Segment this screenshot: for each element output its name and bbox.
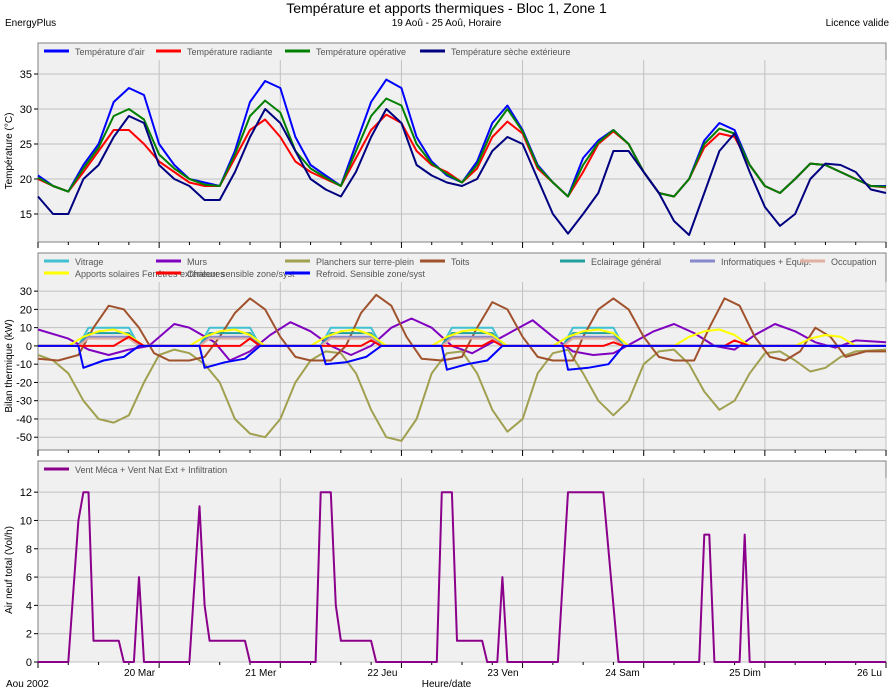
panel-3-ytick-label: 4 [26,600,32,612]
series-line-3-1 [38,491,886,663]
panel-2-ytick-label: 20 [20,304,32,316]
panel-1-frame [37,42,887,243]
panel-2-ytick-label: 0 [26,341,32,353]
legend-label-1-1: Température d'air [75,47,145,57]
panel-3-ytick-label: 6 [26,572,32,584]
chart-title: Température et apports thermiques - Bloc… [286,0,607,16]
x-tick-label-1: 20 Mar [124,668,156,679]
panel-3-ytick-label: 0 [26,657,32,669]
legend-label-1-3: Température opérative [316,47,406,57]
series-line-2-2 [37,317,887,362]
panel-3-ytick-label: 8 [26,544,32,556]
series-line-1-3 [37,97,887,198]
legend-label-1-4: Température sèche extérieure [451,47,571,57]
panel-2-ytick-label: -40 [16,414,32,426]
panel-3-frame [37,460,887,663]
series-line-1-4 [37,108,887,236]
x-tick-label-3: 22 Jeu [367,668,397,679]
panel-2-ylabel: Bilan thermique (kW) [4,319,15,412]
date-year-label: Aou 2002 [6,679,49,690]
x-tick-label-2: 21 Mer [245,668,277,679]
panel-2-ytick-label: 30 [20,286,32,298]
panel-1-ytick-label: 15 [20,209,32,221]
legend-label-2-1: Vitrage [75,257,103,267]
x-axis-label: Heure/date [421,679,472,690]
x-tick-label-6: 25 Dim [729,668,761,679]
panel-2-ytick-label: -50 [16,432,32,444]
series-line-2-3 [37,348,887,442]
app-name: EnergyPlus [5,18,57,29]
panel-1-ytick-label: 30 [20,104,32,116]
legend-label-2-8: Apports solaires Fenêtres extérieures [75,269,225,279]
x-tick-label-4: 23 Ven [487,668,518,679]
legend-label-2-2: Murs [187,257,207,267]
panel-1-ytick-label: 35 [20,69,32,81]
legend-label-2-3: Planchers sur terre-plein [316,257,414,267]
panel-3-ytick-label: 2 [26,629,32,641]
panel-2-ytick-label: 10 [20,323,32,335]
x-tick-label-7: 26 Lu [857,668,882,679]
panel-2-ytick-label: -10 [16,359,32,371]
panel-1-ylabel: Température (°C) [4,113,15,190]
legend-label-2-9: Chaleur sensible zone/syst [187,269,295,279]
legend-label-2-6: Informatiques + Equip. [721,257,811,267]
legend-label-2-5: Eclairage général [591,257,661,267]
chart-subtitle: 19 Aoû - 25 Aoû, Horaire [391,18,502,29]
series-line-2-7 [38,337,886,347]
series-line-2-4 [37,293,886,362]
x-tick-label-5: 24 Sam [605,668,639,679]
panel-2-ytick-label: -20 [16,377,32,389]
panel-3-ytick-label: 12 [20,487,32,499]
panel-3-ytick-label: 10 [20,515,32,527]
panel-1-ytick-label: 25 [20,139,32,151]
legend-label-1-2: Température radiante [187,47,273,57]
panel-2-ytick-label: -30 [16,396,32,408]
panel-3-ylabel: Air neuf total (Vol/h) [4,526,15,614]
series-line-2-10 [38,344,886,371]
licence-label: Licence valide [825,18,889,29]
legend-label-2-10: Refroid. Sensible zone/syst [316,269,426,279]
legend-label-2-4: Toits [451,257,470,267]
legend-label-3-1: Vent Méca + Vent Nat Ext + Infiltration [75,465,227,475]
legend-label-2-7: Occupation [831,257,877,267]
panel-1-ytick-label: 20 [20,174,32,186]
